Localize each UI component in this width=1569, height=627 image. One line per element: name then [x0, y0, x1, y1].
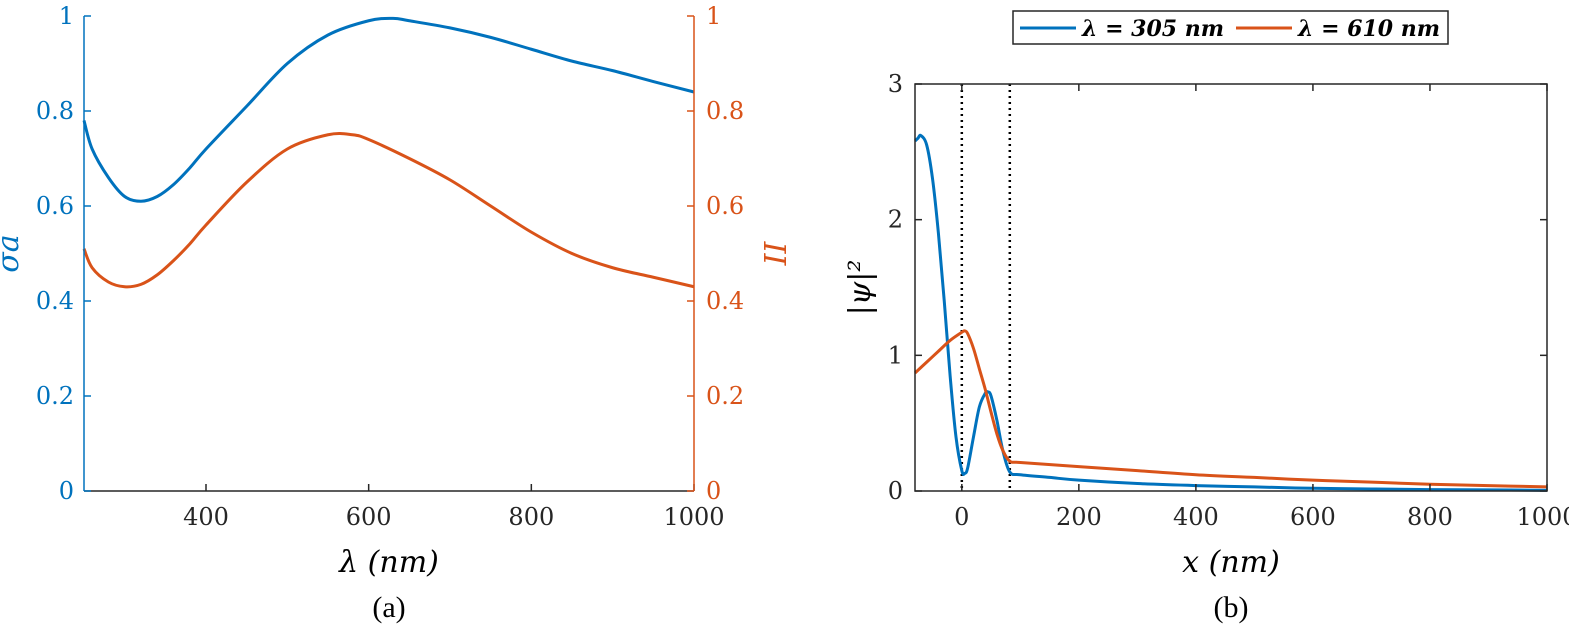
- right-y-tick-label: 0: [706, 477, 721, 505]
- x-tick-label: 800: [508, 503, 554, 531]
- y-tick-label: 0: [888, 477, 903, 505]
- x-tick-label: 0: [954, 503, 969, 531]
- right-y-tick-label: 1: [706, 2, 721, 30]
- legend-box: [1012, 10, 1449, 45]
- y-tick-label: 2: [888, 206, 903, 234]
- panel-b-chart: 0 200 400 600 800 1000 0 1 2 3 x (nm) |ψ|² (b) λ = 30…: [843, 10, 1569, 624]
- x-tick-label: 1000: [663, 503, 724, 531]
- right-y-tick-label: 0.2: [706, 382, 744, 410]
- right-y-tick-label: 0.8: [706, 97, 744, 125]
- x-tick-label: 200: [1056, 503, 1102, 531]
- left-y-tick-label: 0.4: [36, 287, 74, 315]
- right-y-tick-label: 0.4: [706, 287, 744, 315]
- legend-entry-305nm: λ = 305 nm: [1081, 16, 1224, 42]
- y-axis-label: |ψ|²: [843, 260, 878, 316]
- left-y-tick-label: 0: [59, 477, 74, 505]
- series-line-i-i: [82, 132, 695, 289]
- panel-label-b: (b): [1214, 591, 1249, 624]
- left-y-tick-label: 0.6: [36, 192, 74, 220]
- series-line-610nm: [913, 329, 1548, 489]
- left-y-axis-label: σa: [0, 234, 26, 272]
- right-y-tick-label: 0.6: [706, 192, 744, 220]
- left-y-tick-label: 0.8: [36, 97, 74, 125]
- x-tick-label: 400: [1173, 503, 1219, 531]
- y-tick-label: 1: [888, 341, 903, 369]
- x-tick-label: 1000: [1516, 503, 1569, 531]
- legend: λ = 305 nm λ = 610 nm: [1012, 10, 1449, 45]
- series-line-305nm: [913, 133, 1548, 492]
- plot-frame: [914, 83, 1548, 492]
- panel-label-a: (a): [372, 591, 405, 624]
- x-tick-label: 800: [1407, 503, 1453, 531]
- right-y-axis-label: II: [756, 241, 791, 267]
- y-tick-label: 3: [888, 70, 903, 98]
- legend-entry-610nm: λ = 610 nm: [1297, 16, 1440, 42]
- x-axis-label: x (nm): [1182, 545, 1280, 580]
- panel-a-chart: 400 600 800 100000.20.40.60.8100.20.40.60.8…: [0, 2, 791, 624]
- x-tick-label: 600: [346, 503, 392, 531]
- x-tick-label: 400: [183, 503, 229, 531]
- series-line-sigma-a: [82, 16, 695, 203]
- x-axis-label: λ (nm): [338, 545, 439, 580]
- left-y-tick-label: 0.2: [36, 382, 74, 410]
- left-y-tick-label: 1: [59, 2, 74, 30]
- x-tick-label: 600: [1290, 503, 1336, 531]
